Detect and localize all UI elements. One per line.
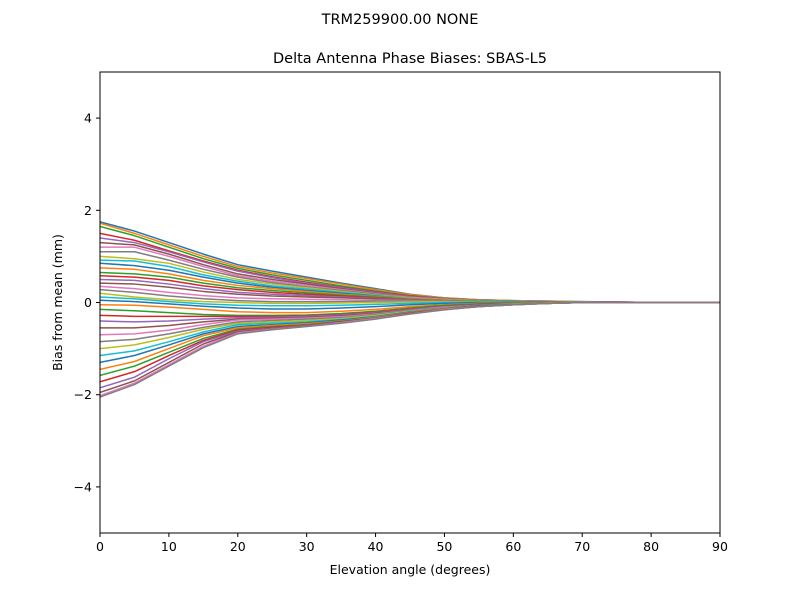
series-line-38 bbox=[100, 301, 720, 398]
x-tick-label: 50 bbox=[436, 539, 452, 554]
y-tick-label: 4 bbox=[84, 111, 92, 126]
y-tick-label: 2 bbox=[84, 203, 92, 218]
y-tick-label: 0 bbox=[84, 295, 92, 310]
chart-title: Delta Antenna Phase Biases: SBAS-L5 bbox=[273, 51, 547, 67]
x-tick-label: 60 bbox=[505, 539, 521, 554]
x-tick-label: 20 bbox=[230, 539, 246, 554]
x-tick-label: 70 bbox=[574, 539, 590, 554]
x-tick-label: 90 bbox=[712, 539, 728, 554]
x-tick-label: 80 bbox=[643, 539, 659, 554]
y-axis-label: Bias from mean (mm) bbox=[50, 234, 65, 371]
figure-suptitle: TRM259900.00 NONE bbox=[321, 12, 479, 28]
x-axis-label: Elevation angle (degrees) bbox=[330, 562, 491, 577]
x-tick-label: 40 bbox=[368, 539, 384, 554]
x-tick-label: 10 bbox=[161, 539, 177, 554]
y-tick-label: −4 bbox=[74, 479, 92, 494]
x-tick-label: 30 bbox=[299, 539, 315, 554]
y-axis-ticks: −4 −2 0 2 4 bbox=[74, 111, 100, 494]
y-tick-label: −2 bbox=[74, 387, 92, 402]
x-axis-ticks: 0 10 20 30 40 50 60 70 80 90 bbox=[96, 533, 728, 554]
series-group bbox=[100, 221, 720, 398]
x-tick-label: 0 bbox=[96, 539, 104, 554]
